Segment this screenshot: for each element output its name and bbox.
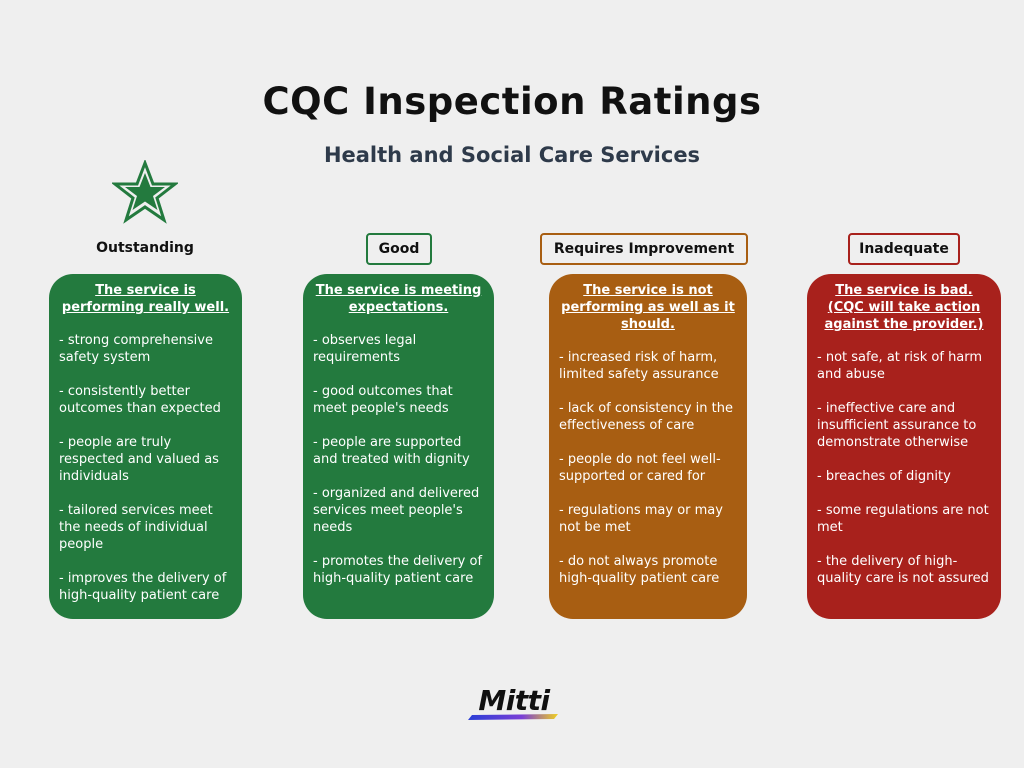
card-points: - strong comprehensive safety system - c… bbox=[59, 332, 232, 604]
card-point: - improves the delivery of high-quality … bbox=[59, 571, 227, 603]
logo-wordmark: Mitti bbox=[478, 684, 550, 717]
card-point: - breaches of dignity bbox=[817, 469, 951, 484]
card-point: - strong comprehensive safety system bbox=[59, 333, 213, 365]
rating-card-outstanding: The service is performing really well. -… bbox=[49, 274, 242, 619]
rating-card-requires-improvement: The service is not performing as well as… bbox=[549, 274, 747, 619]
card-point: - promotes the delivery of high-quality … bbox=[313, 554, 483, 586]
card-point: - the delivery of high-quality care is n… bbox=[817, 554, 989, 586]
card-point: - consistently better outcomes than expe… bbox=[59, 384, 221, 416]
page-subtitle: Health and Social Care Services bbox=[323, 143, 701, 167]
card-point: - people do not feel well-supported or c… bbox=[559, 452, 721, 484]
mitti-logo: Mitti bbox=[466, 684, 562, 724]
card-heading: The service is performing really well. bbox=[61, 283, 230, 315]
card-point: - people are truly respected and valued … bbox=[59, 435, 219, 484]
rating-card-inadequate: The service is bad. (CQC will take actio… bbox=[807, 274, 1001, 619]
card-heading: The service is bad. (CQC will take actio… bbox=[824, 283, 984, 332]
rating-label-inadequate: Inadequate bbox=[848, 233, 960, 265]
card-point: - lack of consistency in the effectivene… bbox=[559, 401, 733, 433]
page-title: CQC Inspection Ratings bbox=[262, 80, 762, 123]
card-point: - do not always promote high-quality pat… bbox=[559, 554, 720, 586]
card-point: - good outcomes that meet people's needs bbox=[313, 384, 453, 416]
card-points: - observes legal requirements - good out… bbox=[313, 332, 484, 587]
card-point: - tailored services meet the needs of in… bbox=[59, 503, 213, 552]
rating-label-requires-improvement: Requires Improvement bbox=[540, 233, 748, 265]
card-points: - not safe, at risk of harm and abuse - … bbox=[817, 349, 991, 587]
card-heading: The service is meeting expectations. bbox=[315, 283, 482, 315]
card-point: - organized and delivered services meet … bbox=[313, 486, 480, 535]
card-points: - increased risk of harm, limited safety… bbox=[559, 349, 737, 587]
card-point: - increased risk of harm, limited safety… bbox=[559, 350, 719, 382]
rating-label-outstanding: Outstanding bbox=[96, 240, 194, 256]
card-point: - observes legal requirements bbox=[313, 333, 417, 365]
card-heading: The service is not performing as well as… bbox=[561, 283, 735, 332]
star-icon bbox=[112, 160, 178, 224]
card-point: - regulations may or may not be met bbox=[559, 503, 723, 535]
logo-swoosh-icon bbox=[468, 714, 558, 720]
card-point: - not safe, at risk of harm and abuse bbox=[817, 350, 983, 382]
rating-label-good: Good bbox=[366, 233, 432, 265]
card-point: - ineffective care and insufficient assu… bbox=[817, 401, 977, 450]
card-point: - some regulations are not met bbox=[817, 503, 989, 535]
rating-card-good: The service is meeting expectations. - o… bbox=[303, 274, 494, 619]
card-point: - people are supported and treated with … bbox=[313, 435, 470, 467]
